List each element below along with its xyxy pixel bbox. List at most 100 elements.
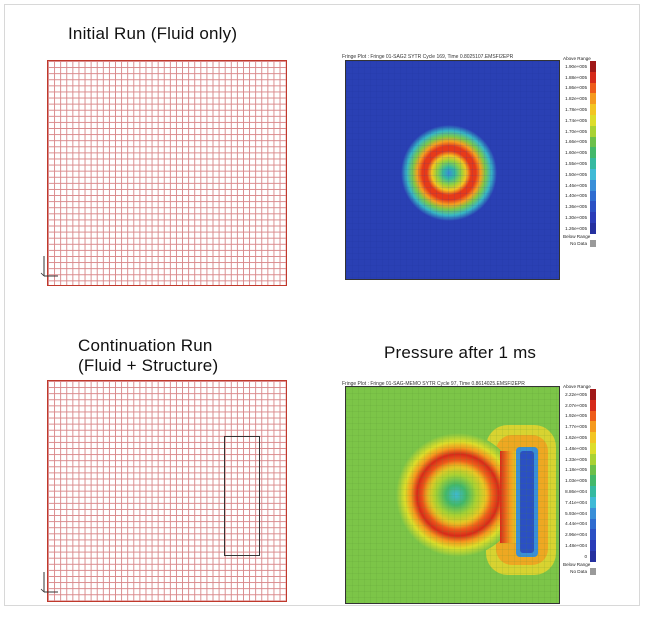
legend-row: 1.26e+005 xyxy=(561,222,596,234)
legend-swatch xyxy=(590,518,596,530)
legend-bottom: Above Range 2.22e+005 2.07e+005 1.92e+005 1… xyxy=(561,384,596,576)
legend-value: 1.46e+005 xyxy=(565,182,587,188)
legend-value: 1.88e+005 xyxy=(565,74,587,80)
legend-row: 1.03e+005 xyxy=(561,475,596,487)
legend-top: Above Range 1.90e+005 1.88e+005 1.86e+005 1… xyxy=(561,56,596,248)
legend-no-data-bottom: No Data xyxy=(570,568,587,574)
legend-value: 1.30e+005 xyxy=(565,215,587,221)
pressure-contour-continuation xyxy=(346,387,559,603)
legend-value: 1.70e+005 xyxy=(565,128,587,134)
legend-row: 1.48e+005 xyxy=(561,442,596,454)
legend-row: 1.74e+005 xyxy=(561,114,596,126)
legend-swatch xyxy=(590,104,596,115)
legend-swatch xyxy=(590,486,596,497)
legend-row: 1.70e+005 xyxy=(561,125,596,137)
legend-swatch xyxy=(590,410,596,422)
legend-value: 1.82e+005 xyxy=(565,96,587,102)
legend-row: 1.50e+005 xyxy=(561,168,596,180)
legend-swatch xyxy=(590,540,596,551)
legend-swatch xyxy=(590,432,596,443)
legend-row: 2.96e+004 xyxy=(561,529,596,541)
legend-row: 1.90e+005 xyxy=(561,61,596,72)
legend-below-range-top: Below Range xyxy=(563,233,591,239)
legend-value: 1.90e+005 xyxy=(565,63,587,69)
pressure-title: Pressure after 1 ms xyxy=(384,343,537,362)
pressure-plot-initial xyxy=(345,60,560,280)
fluid-mesh-continuation xyxy=(47,380,287,602)
legend-swatch xyxy=(590,389,596,400)
legend-value: 1.92e+005 xyxy=(565,413,587,419)
legend-swatch xyxy=(590,82,596,94)
legend-row: 1.36e+005 xyxy=(561,201,596,213)
legend-value: 1.77e+005 xyxy=(565,424,587,430)
legend-row: 1.30e+005 xyxy=(561,212,596,223)
legend-no-data-swatch xyxy=(590,239,596,247)
legend-row: 1.55e+005 xyxy=(561,158,596,169)
legend-row: 7.41e+004 xyxy=(561,496,596,508)
continuation-run-title-line1: Continuation Run xyxy=(78,336,213,355)
legend-swatch xyxy=(590,550,596,562)
legend-swatch xyxy=(590,158,596,169)
legend-row: 1.86e+005 xyxy=(561,82,596,94)
legend-row: 1.46e+005 xyxy=(561,179,596,191)
legend-row: 1.60e+005 xyxy=(561,147,596,159)
legend-swatch xyxy=(590,421,596,433)
legend-value: 1.03e+005 xyxy=(565,478,587,484)
legend-swatch xyxy=(590,475,596,487)
legend-row: 1.48e+004 xyxy=(561,540,596,551)
legend-below-range-bottom: Below Range xyxy=(563,561,591,567)
fringe-plot-header-top: Fringe Plot : Fringe 01-SAG2 SYTR Cycle … xyxy=(342,54,514,60)
legend-swatch xyxy=(590,61,596,72)
legend-row: 1.66e+005 xyxy=(561,136,596,148)
legend-row: 2.07e+005 xyxy=(561,399,596,411)
legend-swatch xyxy=(590,222,596,234)
initial-run-title: Initial Run (Fluid only) xyxy=(68,24,238,43)
legend-value: 2.96e+004 xyxy=(565,532,587,538)
legend-swatch xyxy=(590,190,596,202)
legend-swatch xyxy=(590,93,596,105)
pressure-contour-initial xyxy=(346,61,559,279)
fluid-mesh-initial xyxy=(47,60,287,286)
legend-value: 1.36e+005 xyxy=(565,204,587,210)
coordinate-axes-icon xyxy=(40,572,58,593)
legend-value: 1.74e+005 xyxy=(565,117,587,123)
legend-swatch xyxy=(590,507,596,519)
legend-swatch xyxy=(590,201,596,213)
legend-row: 1.92e+005 xyxy=(561,410,596,422)
legend-value: 1.40e+005 xyxy=(565,193,587,199)
legend-row: 1.88e+005 xyxy=(561,71,596,83)
legend-value: 2.22e+005 xyxy=(565,391,587,397)
legend-above-range-top: Above Range xyxy=(563,56,591,61)
legend-value: 1.33e+005 xyxy=(565,456,587,462)
legend-row: 1.40e+005 xyxy=(561,190,596,202)
legend-value: 7.41e+004 xyxy=(565,499,587,505)
legend-row: 1.62e+005 xyxy=(561,432,596,443)
legend-value: 1.86e+005 xyxy=(565,85,587,91)
legend-row: 1.18e+005 xyxy=(561,464,596,476)
legend-row: 2.22e+005 xyxy=(561,389,596,400)
legend-swatch xyxy=(590,464,596,476)
legend-value: 0 xyxy=(584,553,587,559)
pressure-plot-continuation xyxy=(345,386,560,604)
legend-swatch xyxy=(590,496,596,508)
coordinate-axes-icon xyxy=(40,256,58,277)
legend-swatch xyxy=(590,453,596,465)
legend-no-data-swatch xyxy=(590,567,596,575)
legend-swatch xyxy=(590,399,596,411)
legend-row: 1.82e+005 xyxy=(561,93,596,105)
legend-row: 0 xyxy=(561,550,596,562)
legend-swatch xyxy=(590,71,596,83)
legend-value: 1.62e+005 xyxy=(565,435,587,441)
figure-frame xyxy=(4,4,640,606)
legend-swatch xyxy=(590,212,596,223)
legend-row: 1.33e+005 xyxy=(561,453,596,465)
legend-value: 1.48e+005 xyxy=(565,445,587,451)
legend-swatch xyxy=(590,125,596,137)
legend-value: 1.78e+005 xyxy=(565,107,587,113)
legend-swatch xyxy=(590,179,596,191)
legend-swatch xyxy=(590,168,596,180)
legend-value: 1.60e+005 xyxy=(565,150,587,156)
legend-value: 1.50e+005 xyxy=(565,171,587,177)
legend-row: 1.78e+005 xyxy=(561,104,596,115)
legend-swatch xyxy=(590,442,596,454)
